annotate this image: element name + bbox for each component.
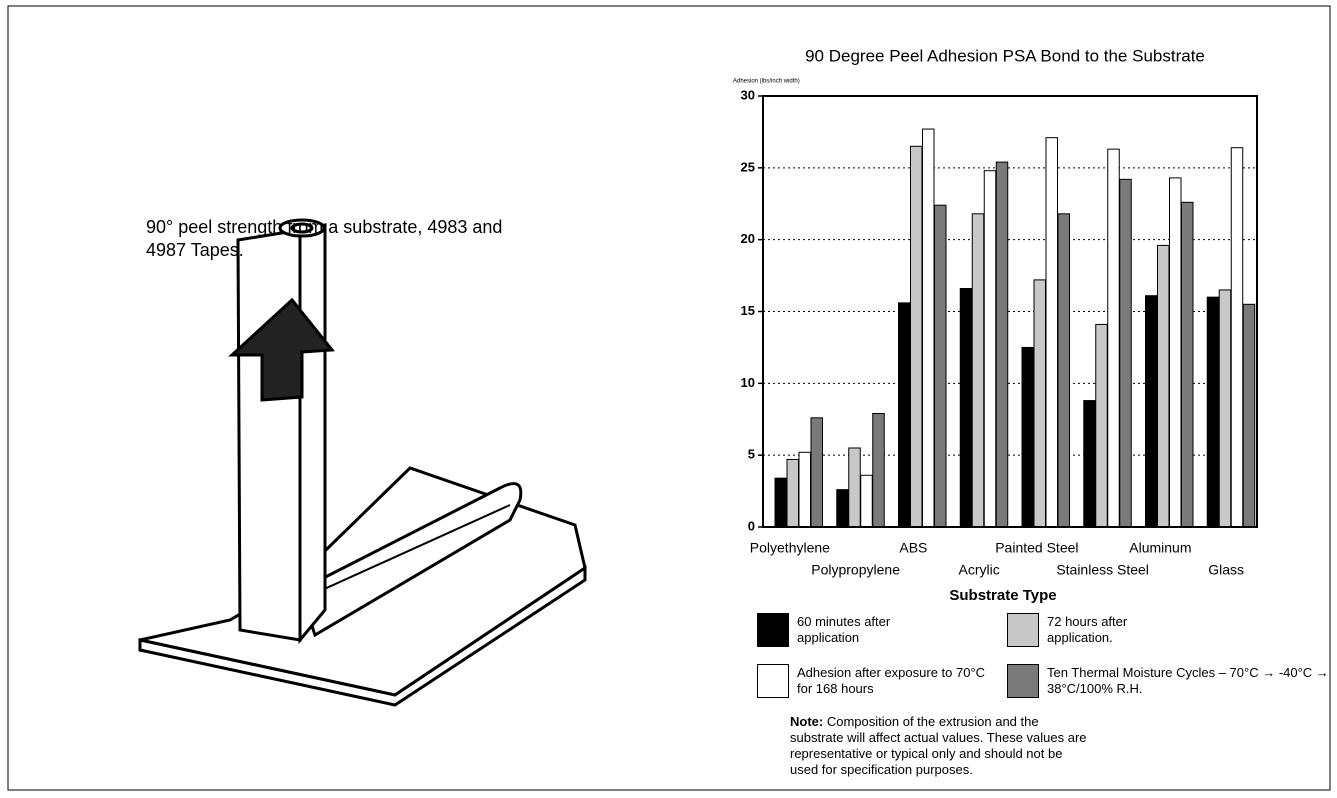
x-tick-label: ABS (899, 540, 927, 556)
bar (1170, 178, 1182, 527)
bar (775, 478, 787, 527)
bar (1022, 347, 1034, 527)
x-tick-label: Aluminum (1129, 540, 1191, 556)
bar (861, 475, 873, 527)
bar (1158, 245, 1170, 527)
legend-label: 60 minutes after application (797, 613, 937, 646)
bar (1034, 280, 1046, 527)
legend-swatch (757, 613, 789, 647)
x-tick-label: Polypropylene (811, 562, 900, 578)
bar (873, 414, 885, 527)
bar (972, 214, 984, 527)
legend-label: 72 hours after application. (1047, 613, 1187, 646)
bar (984, 171, 996, 527)
bar (811, 418, 823, 527)
y-axis-label: Adhesion (lbs/inch width) (733, 79, 800, 85)
legend-entry: 72 hours after application. (1007, 613, 1187, 647)
x-tick-label: Glass (1208, 562, 1244, 578)
bar (837, 490, 849, 527)
y-tick-label: 5 (748, 447, 755, 462)
bar (1096, 324, 1108, 527)
legend-entry: 60 minutes after application (757, 613, 937, 647)
y-tick-label: 0 (748, 518, 755, 533)
legend-swatch (1007, 664, 1039, 698)
y-tick-label: 25 (741, 159, 755, 174)
bar (923, 129, 935, 527)
x-tick-label: Acrylic (959, 562, 1000, 578)
bar (935, 205, 947, 527)
y-tick-label: 20 (741, 231, 755, 246)
caption: 90° peel strength from a substrate, 4983… (146, 216, 526, 262)
bar (1120, 179, 1132, 527)
note-text: Composition of the extrusion and the sub… (790, 714, 1087, 777)
bar (911, 146, 923, 527)
x-tick-label: Stainless Steel (1056, 562, 1149, 578)
legend-label: Ten Thermal Moisture Cycles – 70°C → -40… (1047, 664, 1337, 697)
bar (787, 459, 799, 527)
bar (1243, 304, 1255, 527)
legend-entry: Adhesion after exposure to 70°C for 168 … (757, 664, 997, 698)
x-tick-label: Polyethylene (750, 540, 830, 556)
bar (899, 303, 911, 527)
bar (799, 452, 811, 527)
bar (1207, 297, 1219, 527)
chart-title: 90 Degree Peel Adhesion PSA Bond to the … (805, 46, 1205, 65)
bar (1084, 401, 1096, 527)
bar (1182, 202, 1194, 527)
bar (996, 162, 1008, 527)
y-tick-label: 30 (741, 87, 755, 102)
y-tick-label: 15 (741, 303, 755, 318)
bar (1046, 138, 1058, 527)
bar (1108, 149, 1120, 527)
legend-swatch (757, 664, 789, 698)
y-tick-label: 10 (741, 375, 755, 390)
bar (1058, 214, 1070, 527)
bar (849, 448, 861, 527)
x-axis-label: Substrate Type (949, 587, 1056, 604)
page: 90 Degree Peel Adhesion PSA Bond to the … (0, 0, 1337, 798)
legend-entry: Ten Thermal Moisture Cycles – 70°C → -40… (1007, 664, 1337, 698)
illustration (140, 220, 585, 705)
note-label: Note: (790, 714, 823, 729)
bar (960, 289, 972, 527)
legend-swatch (1007, 613, 1039, 647)
bar (1231, 148, 1243, 527)
x-tick-label: Painted Steel (995, 540, 1078, 556)
legend-label: Adhesion after exposure to 70°C for 168 … (797, 664, 997, 697)
bar (1146, 296, 1158, 527)
bar (1219, 290, 1231, 527)
note: Note: Composition of the extrusion and t… (790, 714, 1090, 778)
